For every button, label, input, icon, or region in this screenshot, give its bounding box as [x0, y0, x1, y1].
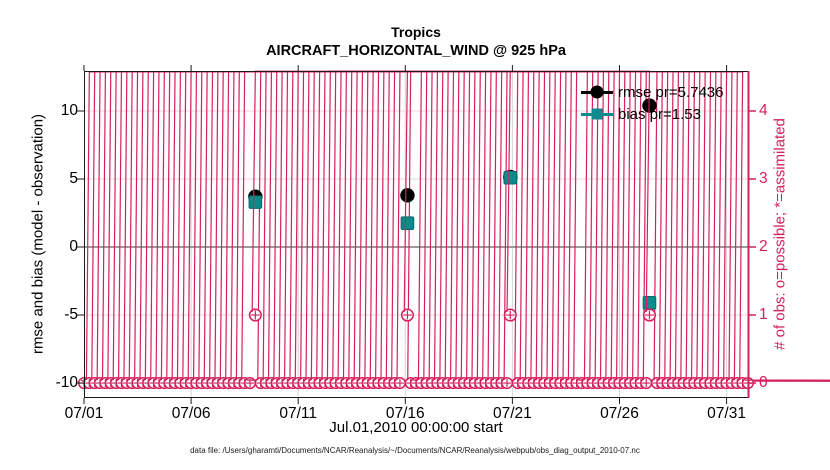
- legend-key-rmse: [581, 85, 613, 99]
- x-tick-label: 07/06: [171, 405, 211, 422]
- plot-area: rmse pr=5.7436 bias pr=1.53: [77, 65, 830, 404]
- left-tick-label: 5: [69, 170, 78, 187]
- left-tick-label: -5: [64, 306, 78, 324]
- x-tick-label: 07/16: [385, 405, 425, 422]
- bias-point: [400, 216, 415, 231]
- left-tick-label: 10: [60, 101, 78, 119]
- right-tick-label: 3: [759, 170, 768, 187]
- legend-label-rmse: rmse pr=5.7436: [618, 83, 724, 101]
- plot-canvas: [77, 65, 830, 404]
- rmse-circle-icon: [590, 85, 604, 99]
- x-tick-label: 07/26: [600, 405, 639, 422]
- obs-count-zero-marker-assimilated-asterisk-icon: [149, 71, 397, 388]
- legend-row-bias: bias pr=1.53: [581, 103, 723, 125]
- data-file-caption: data file: /Users/gharamti/Documents/NCA…: [190, 446, 640, 455]
- obs-count-event-marker-assimilated-asterisk-icon: [250, 70, 329, 320]
- x-tick-label: 07/11: [279, 405, 317, 422]
- legend: rmse pr=5.7436 bias pr=1.53: [581, 81, 723, 125]
- right-tick-label: 2: [759, 238, 768, 255]
- chart-title: Tropics AIRCRAFT_HORIZONTAL_WIND @ 925 h…: [84, 23, 748, 61]
- obs-count-zero-marker-assimilated-asterisk-icon: [213, 71, 397, 388]
- obs-count-zero-marker-assimilated-asterisk-icon: [363, 71, 397, 388]
- bias-point: [503, 170, 518, 185]
- x-axis-label: Jul.01,2010 00:00:00 start: [329, 419, 503, 436]
- obs-count-zero-marker-assimilated-asterisk-icon: [112, 71, 397, 388]
- obs-count-zero-marker-assimilated-asterisk-icon: [181, 71, 397, 388]
- bias-point: [248, 195, 263, 209]
- right-tick-label: 1: [759, 306, 768, 324]
- left-tick-label: -10: [55, 374, 78, 392]
- obs-count-zero-marker-assimilated-asterisk-icon: [288, 71, 397, 388]
- obs-count-zero-marker-assimilated-asterisk-icon: [106, 71, 397, 388]
- bias-point: [642, 295, 657, 310]
- obs-count-zero-marker-assimilated-asterisk-icon: [743, 378, 830, 388]
- obs-count-zero-marker-assimilated-asterisk-icon: [256, 71, 397, 388]
- right-tick-label: 4: [759, 101, 768, 119]
- bias-square-icon: [591, 108, 603, 120]
- chart-title-variable: AIRCRAFT_HORIZONTAL_WIND @ 925 hPa: [266, 43, 566, 59]
- x-tick-label: 07/01: [64, 405, 104, 422]
- x-tick-label: 07/31: [707, 405, 746, 422]
- left-tick-label: 0: [69, 238, 78, 255]
- legend-key-bias: [581, 107, 613, 121]
- chart-title-region: Tropics: [391, 24, 441, 40]
- legend-label-bias: bias pr=1.53: [618, 105, 701, 123]
- x-tick-label: 07/21: [492, 405, 532, 422]
- rmse-point: [400, 188, 415, 203]
- obs-count-zero-marker-assimilated-asterisk-icon: [320, 71, 397, 388]
- right-tick-label: 0: [759, 374, 768, 392]
- legend-row-rmse: rmse pr=5.7436: [581, 81, 723, 103]
